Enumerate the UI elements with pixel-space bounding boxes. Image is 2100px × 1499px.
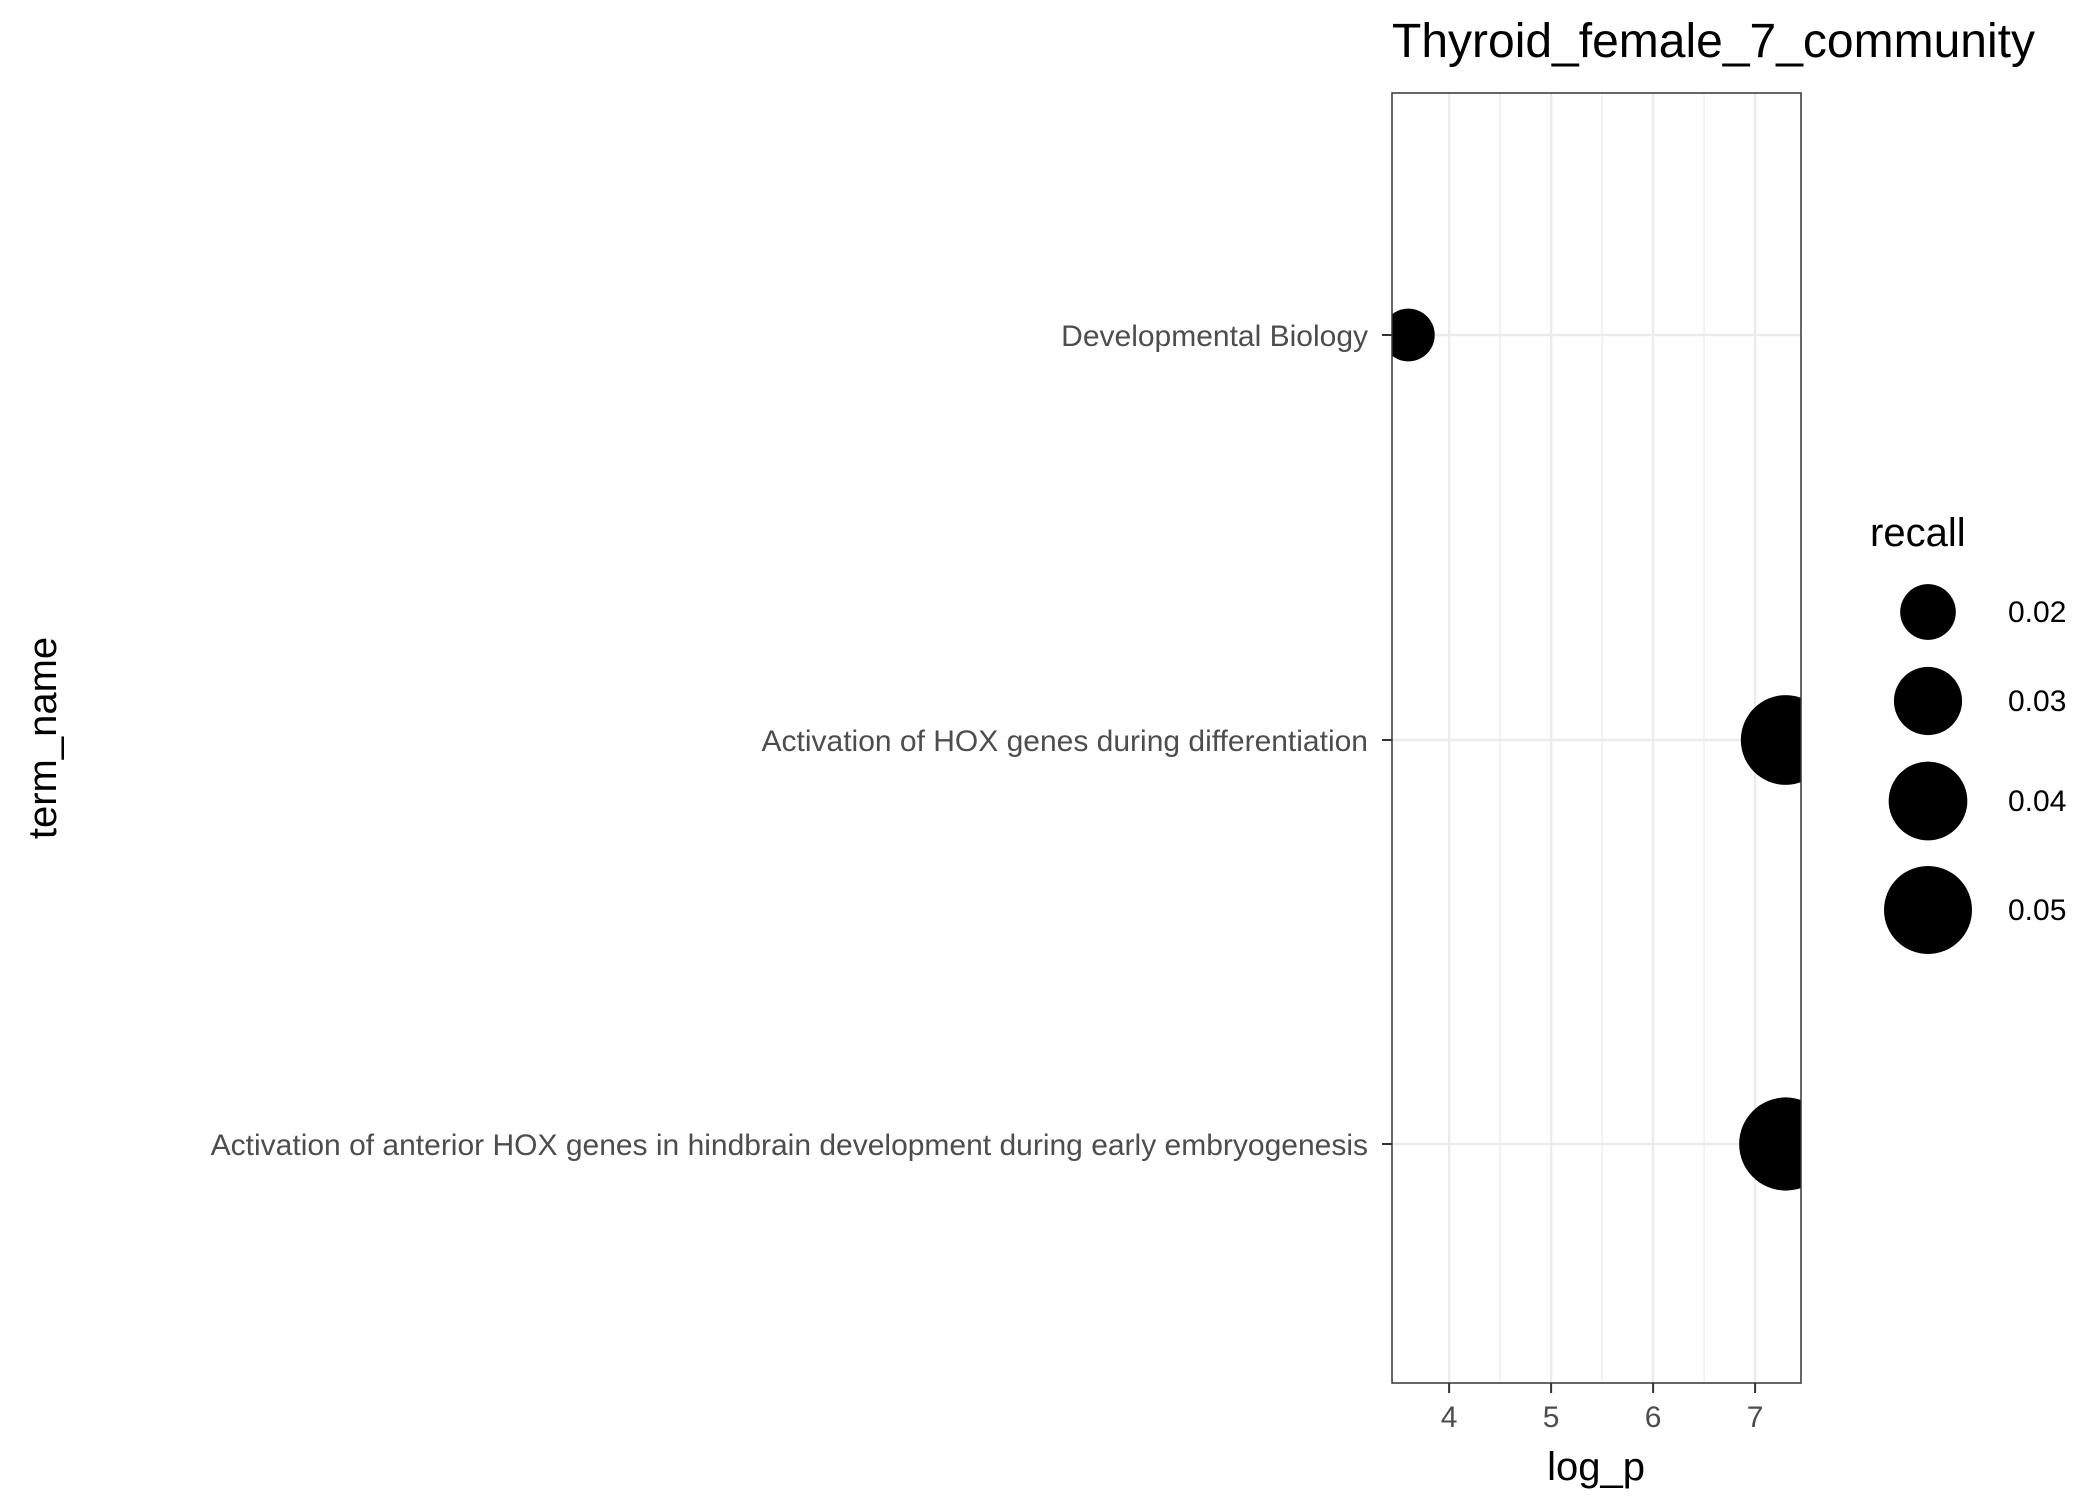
data-point <box>1392 308 1435 362</box>
y-axis: Developmental Biology Activation of HOX g… <box>211 320 1392 1162</box>
legend-key-circle <box>1884 866 1972 954</box>
legend-key-label: 0.03 <box>2008 685 2066 718</box>
legend-key-label: 0.04 <box>2008 785 2066 818</box>
chart-title: Thyroid_female_7_community <box>1392 15 2035 68</box>
x-tick-label: 4 <box>1441 1401 1458 1434</box>
panel-background <box>1392 93 1801 1383</box>
x-axis: 4 5 6 7 <box>1441 1383 1764 1434</box>
data-point <box>1740 695 1801 785</box>
y-axis-label: term_name <box>21 637 65 839</box>
x-axis-label: log_p <box>1547 1445 1645 1489</box>
y-tick-label: Activation of HOX genes during different… <box>762 725 1368 758</box>
legend-key-circle <box>1900 584 1956 640</box>
size-legend: recall 0.02 0.03 0.04 0.05 <box>1870 511 2066 954</box>
x-tick-label: 6 <box>1645 1401 1662 1434</box>
y-tick-label: Activation of anterior HOX genes in hind… <box>211 1129 1368 1162</box>
y-tick-label: Developmental Biology <box>1061 320 1368 353</box>
minor-gridlines <box>1499 93 1705 1383</box>
legend-key-label: 0.02 <box>2008 596 2066 629</box>
panel-border <box>1391 92 1802 1384</box>
data-points <box>1392 308 1801 1191</box>
x-tick-label: 7 <box>1747 1401 1764 1434</box>
legend-key-circle <box>1888 761 1968 841</box>
data-point <box>1739 1097 1801 1191</box>
legend-title: recall <box>1870 511 1966 555</box>
legend-key-label: 0.05 <box>2008 894 2066 927</box>
legend-key-circle <box>1893 666 1963 736</box>
x-tick-label: 5 <box>1543 1401 1560 1434</box>
